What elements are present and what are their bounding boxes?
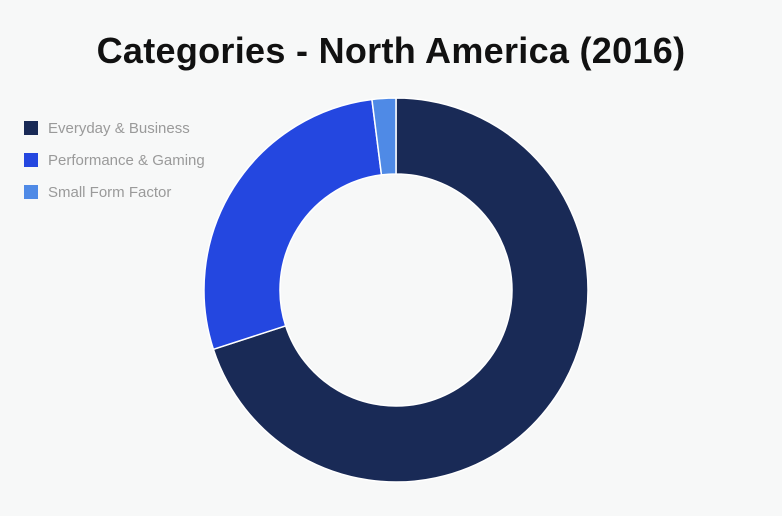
legend-swatch bbox=[24, 121, 38, 135]
donut-slice-small-form-factor[interactable] bbox=[371, 97, 397, 176]
legend-swatch bbox=[24, 153, 38, 167]
legend-label: Everyday & Business bbox=[48, 119, 190, 137]
chart-legend: Everyday & Business Performance & Gaming… bbox=[24, 119, 205, 215]
legend-label: Small Form Factor bbox=[48, 183, 172, 201]
legend-item-performance-gaming[interactable]: Performance & Gaming bbox=[24, 151, 205, 169]
legend-item-everyday-business[interactable]: Everyday & Business bbox=[24, 119, 205, 137]
legend-label: Performance & Gaming bbox=[48, 151, 205, 169]
donut-slice-performance-gaming[interactable] bbox=[203, 98, 383, 351]
legend-item-small-form-factor[interactable]: Small Form Factor bbox=[24, 183, 205, 201]
donut-slice-everyday-business[interactable] bbox=[212, 97, 589, 483]
legend-swatch bbox=[24, 185, 38, 199]
chart-title: Categories - North America (2016) bbox=[96, 30, 686, 71]
